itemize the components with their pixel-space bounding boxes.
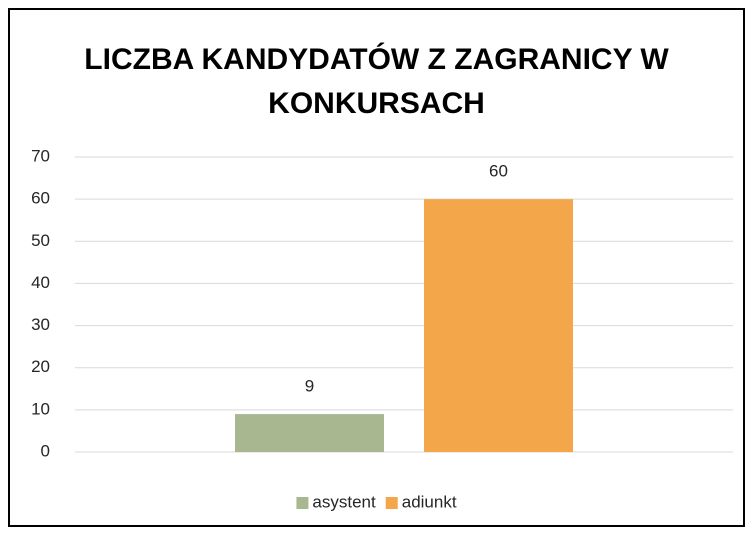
legend-label: asystent (312, 492, 376, 511)
chart-title: LICZBA KANDYDATÓW Z ZAGRANICY W KONKURSA… (84, 43, 669, 120)
data-label: 9 (305, 377, 314, 396)
data-label: 60 (489, 162, 508, 181)
y-tick-label: 0 (41, 441, 50, 460)
y-tick-label: 30 (31, 315, 50, 334)
bar (424, 199, 573, 452)
legend-label: adiunkt (402, 492, 457, 511)
y-tick-label: 10 (31, 399, 50, 418)
y-tick-label: 40 (31, 273, 50, 292)
y-tick-label: 60 (31, 189, 50, 208)
bar (235, 414, 384, 452)
legend-swatch (296, 497, 309, 509)
legend-swatch (385, 497, 398, 509)
y-tick-label: 50 (31, 231, 50, 250)
y-tick-label: 70 (31, 146, 50, 165)
y-tick-label: 20 (31, 357, 50, 376)
